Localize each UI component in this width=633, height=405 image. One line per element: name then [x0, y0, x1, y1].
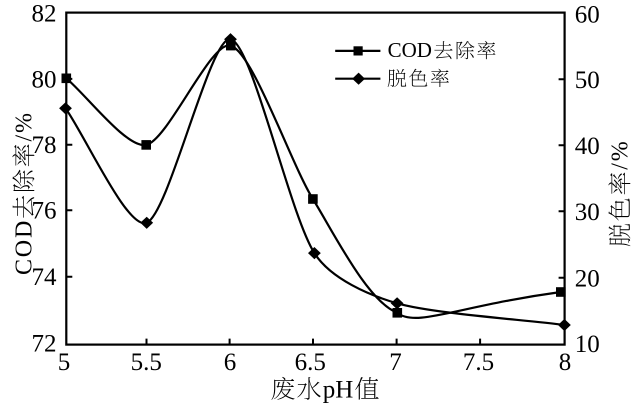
svg-text:60: 60: [575, 1, 600, 28]
svg-text:5: 5: [58, 349, 71, 376]
svg-text:30: 30: [575, 199, 600, 226]
svg-text:COD: COD: [12, 219, 38, 275]
svg-text:78: 78: [32, 132, 57, 159]
svg-text:10: 10: [575, 331, 600, 358]
svg-text:6: 6: [224, 349, 237, 376]
svg-text:76: 76: [32, 198, 57, 225]
svg-text:/%: /%: [12, 111, 38, 141]
svg-text:8: 8: [559, 349, 572, 376]
svg-text:7.5: 7.5: [463, 349, 494, 376]
svg-text:82: 82: [32, 0, 57, 27]
svg-text:40: 40: [575, 133, 600, 160]
svg-text:6.5: 6.5: [295, 349, 326, 376]
svg-text:COD: COD: [388, 38, 432, 62]
svg-text:/%: /%: [608, 139, 633, 169]
svg-text:74: 74: [32, 264, 58, 291]
svg-text:72: 72: [32, 331, 57, 358]
svg-text:7: 7: [389, 349, 402, 376]
svg-text:50: 50: [575, 67, 600, 94]
svg-text:80: 80: [32, 66, 57, 93]
svg-text:20: 20: [575, 266, 600, 293]
svg-text:pH: pH: [323, 376, 354, 403]
svg-text:5.5: 5.5: [131, 349, 162, 376]
